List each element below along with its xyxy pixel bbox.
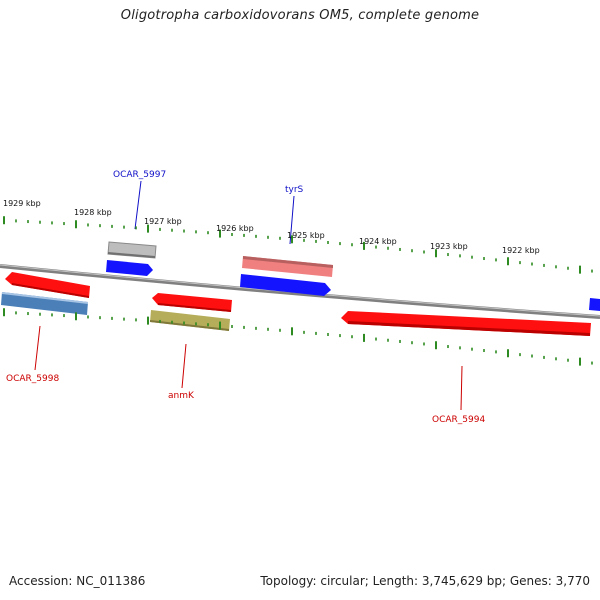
feature-tyrs[interactable]	[242, 256, 333, 277]
scale-label: 1926 kbp	[216, 224, 254, 233]
label-ocar-5998[interactable]: OCAR_5998	[6, 374, 59, 384]
connector-anmk	[181, 343, 187, 389]
feature-labels: OCAR_5997 tyrS OCAR_5998 anmK OCAR_5994	[6, 170, 485, 425]
feature-tyrs-shade	[243, 256, 333, 268]
connector-tyrs	[289, 195, 295, 245]
feature-olive[interactable]	[150, 310, 230, 331]
label-tyrs[interactable]: tyrS	[285, 185, 304, 195]
scale-label: 1929 kbp	[3, 199, 41, 208]
scale-label: 1927 kbp	[144, 217, 182, 226]
feature-blue-3[interactable]	[589, 298, 600, 311]
feature-blue-2[interactable]	[240, 274, 331, 296]
scale-label: 1928 kbp	[74, 208, 112, 217]
feature-anmk-shade	[158, 303, 231, 312]
connector-ocar-5997	[134, 180, 142, 230]
feature-steelblue-shade	[2, 292, 88, 304]
feature-olive-shade	[150, 320, 229, 331]
feature-ocar-5994-shade	[348, 321, 590, 336]
accession-text: Accession: NC_011386	[9, 574, 146, 588]
feature-anmk[interactable]	[152, 293, 232, 312]
scale-label: 1922 kbp	[502, 246, 540, 255]
map-title: Oligotropha carboxidovorans OM5, complet…	[120, 8, 480, 23]
feature-ocar-5997-shade	[108, 252, 155, 258]
feature-ocar-5998-shade	[12, 283, 89, 298]
feature-ocar-5998[interactable]	[5, 272, 90, 298]
label-ocar-5997[interactable]: OCAR_5997	[113, 170, 166, 180]
tick-ruler-upper	[3, 216, 593, 274]
tick-ruler-lower	[3, 308, 593, 366]
feature-steelblue[interactable]	[1, 292, 88, 315]
scale-label: 1923 kbp	[430, 242, 468, 251]
scale-label: 1925 kbp	[287, 231, 325, 240]
connector-ocar-5994	[460, 365, 463, 411]
scale-label: 1924 kbp	[359, 237, 397, 246]
connector-ocar-5998	[34, 325, 41, 371]
label-ocar-5994[interactable]: OCAR_5994	[432, 415, 485, 425]
label-anmk[interactable]: anmK	[168, 391, 195, 401]
genome-stats-text: Topology: circular; Length: 3,745,629 bp…	[260, 574, 590, 588]
feature-ocar-5994[interactable]	[341, 311, 591, 336]
sequence-backbone	[0, 264, 600, 319]
scale-labels: 1929 kbp 1928 kbp 1927 kbp 1926 kbp 1925…	[3, 199, 540, 255]
feature-blue-1[interactable]	[106, 260, 153, 276]
